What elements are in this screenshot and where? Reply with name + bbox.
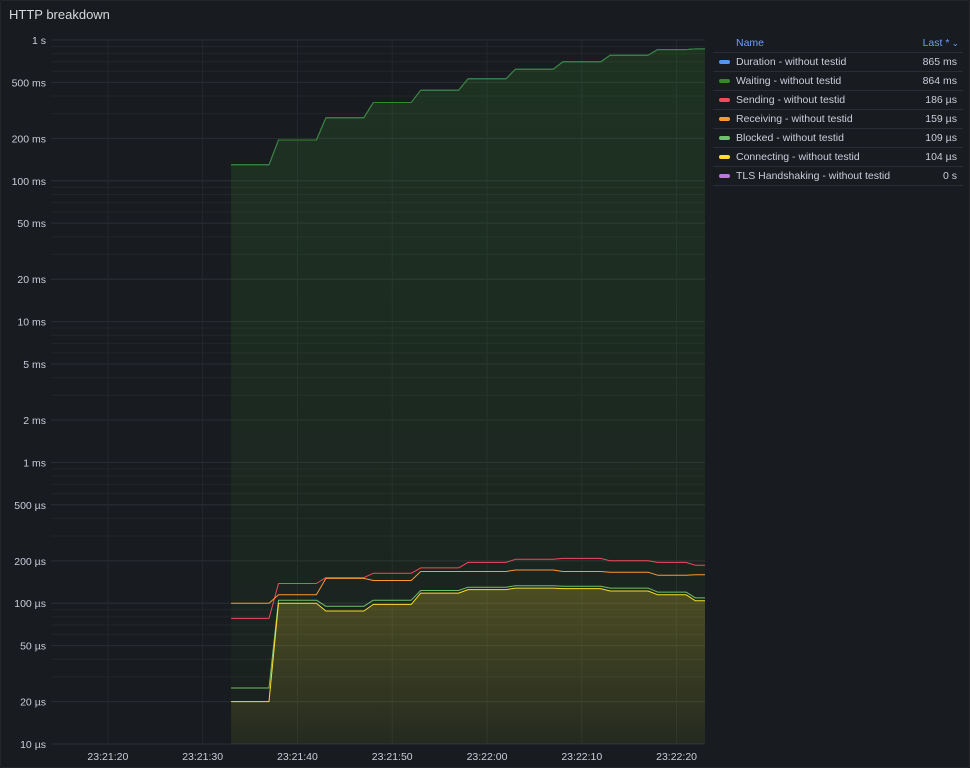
legend-series-name: Sending - without testid [736, 94, 846, 106]
x-axis-ticks: 23:21:20 23:21:30 23:21:40 23:21:50 23:22:00… [87, 751, 697, 763]
y-tick-label: 50 ms [17, 218, 46, 230]
legend-series-name: Receiving - without testid [736, 113, 853, 125]
y-tick-label: 10 µs [20, 739, 46, 751]
legend-series-name: Duration - without testid [736, 56, 847, 68]
legend-last-label: Last * [922, 36, 950, 49]
y-tick-label: 1 s [32, 35, 46, 47]
legend-swatch [719, 174, 730, 178]
x-tick-label: 23:22:10 [561, 751, 602, 763]
legend-rows: Duration - without testid 865 ms Waiting -… [713, 53, 963, 186]
legend-series-name: Waiting - without testid [736, 75, 842, 87]
series-area [231, 48, 705, 744]
chart-lines [231, 48, 705, 703]
legend-row[interactable]: TLS Handshaking - without testid 0 s [713, 167, 963, 186]
series-line [231, 585, 705, 689]
legend-last-header[interactable]: Last * ⌄ [923, 37, 959, 49]
chart-fills [231, 48, 705, 744]
y-tick-label: 50 µs [20, 641, 46, 653]
legend-series-name: Blocked - without testid [736, 132, 844, 144]
legend-swatch [719, 155, 730, 159]
series-line [231, 587, 705, 703]
y-tick-label: 500 µs [14, 500, 46, 512]
legend-last-value: 864 ms [922, 75, 957, 87]
series-area [231, 588, 705, 744]
legend-swatch [719, 79, 730, 83]
legend-series-name: TLS Handshaking - without testid [736, 170, 891, 182]
x-tick-label: 23:22:00 [467, 751, 508, 763]
legend-row[interactable]: Blocked - without testid 109 µs [713, 129, 963, 148]
panel-title[interactable]: HTTP breakdown [9, 7, 110, 22]
legend-swatch [719, 136, 730, 140]
y-tick-label: 200 ms [12, 133, 46, 145]
legend-last-value: 104 µs [925, 151, 957, 163]
y-axis-ticks: 1 s 500 ms 200 ms 100 ms 50 ms 20 ms 10 ms 5 ms… [12, 35, 46, 751]
y-tick-label: 500 ms [12, 77, 46, 89]
y-tick-label: 5 ms [23, 359, 46, 371]
x-tick-label: 23:21:50 [372, 751, 413, 763]
legend-table: Name Last * ⌄ Duration - without testid 86… [713, 33, 963, 186]
y-tick-label: 10 ms [17, 317, 46, 329]
legend-last-value: 0 s [942, 170, 957, 182]
legend-swatch [719, 60, 730, 64]
y-tick-label: 20 ms [17, 274, 46, 286]
y-tick-label: 1 ms [23, 457, 46, 469]
legend-last-value: 865 ms [922, 56, 957, 68]
legend-header: Name Last * ⌄ [713, 33, 963, 53]
y-tick-label: 200 µs [14, 556, 46, 568]
y-tick-label: 100 ms [12, 176, 46, 188]
legend-swatch [719, 117, 730, 121]
x-tick-label: 23:22:20 [656, 751, 697, 763]
legend-series-name: Connecting - without testid [736, 151, 860, 163]
y-tick-label: 100 µs [14, 598, 46, 610]
series-line [231, 48, 705, 166]
legend-row[interactable]: Duration - without testid 865 ms [713, 53, 963, 72]
legend-row[interactable]: Connecting - without testid 104 µs [713, 148, 963, 167]
series-line [231, 557, 705, 619]
chevron-down-icon: ⌄ [951, 37, 959, 48]
series-line [231, 569, 705, 604]
x-tick-label: 23:21:40 [277, 751, 318, 763]
legend-last-value: 186 µs [925, 94, 957, 106]
x-tick-label: 23:21:20 [87, 751, 128, 763]
legend-swatch [719, 98, 730, 102]
y-tick-label: 20 µs [20, 697, 46, 709]
legend-name-header[interactable]: Name [736, 36, 765, 49]
x-tick-label: 23:21:30 [182, 751, 223, 763]
legend-row[interactable]: Waiting - without testid 864 ms [713, 72, 963, 91]
legend-row[interactable]: Receiving - without testid 159 µs [713, 110, 963, 129]
y-tick-label: 2 ms [23, 415, 46, 427]
legend-row[interactable]: Sending - without testid 186 µs [713, 91, 963, 110]
legend-last-value: 109 µs [925, 132, 957, 144]
legend-last-value: 159 µs [925, 113, 957, 125]
